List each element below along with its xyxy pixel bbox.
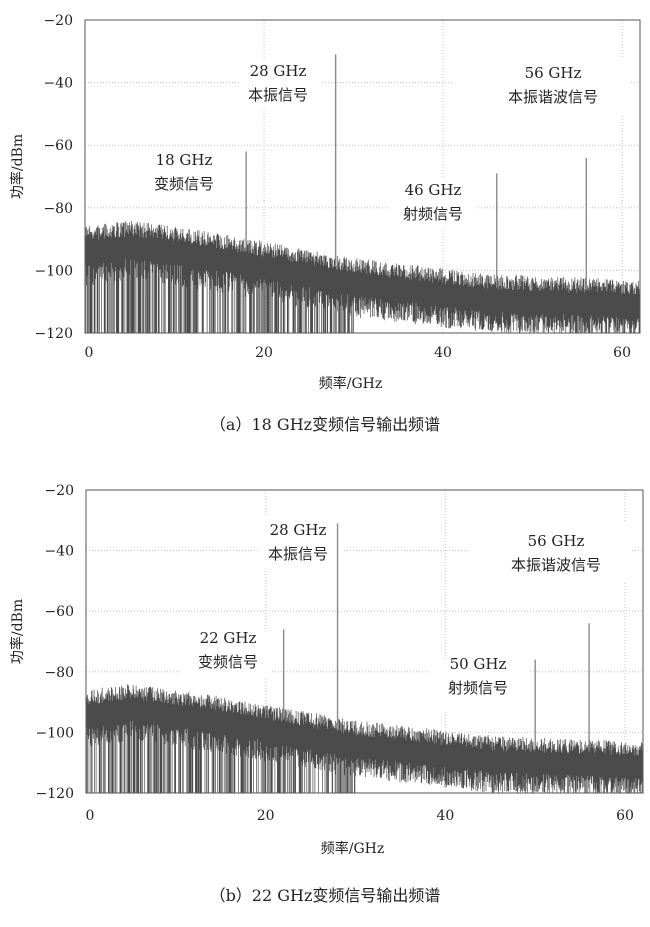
y-tick-label: −120 [36,786,74,802]
y-tick-label: −60 [44,604,74,620]
annotation-label: 射频信号 [448,679,508,697]
plot-frame [84,19,641,334]
y-axis-label: 功率/dBm [9,134,26,199]
annotation-frequency: 18 GHz [156,151,213,169]
spectrum-chart-b: −20 −40 −60 −80 −100 −120 0 20 40 60 频率/GHz 功率/dBm 2… [9,483,644,905]
y-tick-label: −120 [35,326,73,342]
annotation-label: 本振信号 [268,545,328,563]
y-tick-label: −80 [44,665,74,681]
y-tick-label: −60 [43,138,73,154]
annotation-frequency: 28 GHz [270,521,327,539]
x-axis-label: 频率/GHz [319,375,383,392]
annotation-background [430,659,528,711]
y-tick-label: −100 [35,263,73,279]
annotation-background [136,148,230,200]
annotation-label: 本振谐波信号 [508,88,598,106]
annotation-frequency: 28 GHz [250,62,307,80]
x-axis-label: 频率/GHz [321,840,385,857]
annotation-frequency: 56 GHz [525,64,582,82]
spectrum-chart-a: −20 −40 −60 −80 −100 −120 0 20 40 60 频率/GHz 功率/dBm 1… [9,13,641,434]
x-tick-label: 60 [613,345,631,361]
annotation-background [112,28,230,62]
annotation-background [258,515,342,571]
noise-floor-series [85,684,644,793]
y-tick-label: −80 [43,201,73,217]
noise-floor-series [84,220,641,333]
annotation-background [180,629,272,679]
y-tick-label: −20 [44,483,74,499]
annotation-label: 变频信号 [154,175,214,193]
x-tick-label: 60 [616,808,634,824]
annotation-frequency: 50 GHz [450,655,507,673]
x-tick-label: 40 [434,345,452,361]
y-axis-label: 功率/dBm [9,599,26,664]
annotation-background [452,58,630,116]
annotation-frequency: 22 GHz [200,629,257,647]
x-tick-label: 0 [85,345,94,361]
annotation-label: 本振信号 [248,86,308,104]
annotation-frequency: 56 GHz [528,532,585,550]
x-tick-label: 40 [436,808,454,824]
y-tick-label: −40 [43,76,73,92]
annotation-background [390,178,478,230]
x-tick-label: 20 [255,345,273,361]
y-tick-label: −40 [44,544,74,560]
annotation-label: 本振谐波信号 [511,556,601,574]
y-tick-label: −20 [43,13,73,29]
annotation-background [470,523,630,583]
annotation-frequency: 46 GHz [405,181,462,199]
x-tick-label: 20 [257,808,275,824]
annotation-label: 射频信号 [403,205,463,223]
annotation-label: 变频信号 [198,653,258,671]
chart-caption: （b）22 GHz变频信号输出频谱 [210,886,441,905]
annotation-background [110,493,230,533]
x-tick-label: 0 [86,808,95,824]
chart-caption: （a）18 GHz变频信号输出频谱 [210,415,440,434]
plot-frame [85,489,644,794]
annotation-background [240,58,322,110]
y-tick-label: −100 [36,725,74,741]
